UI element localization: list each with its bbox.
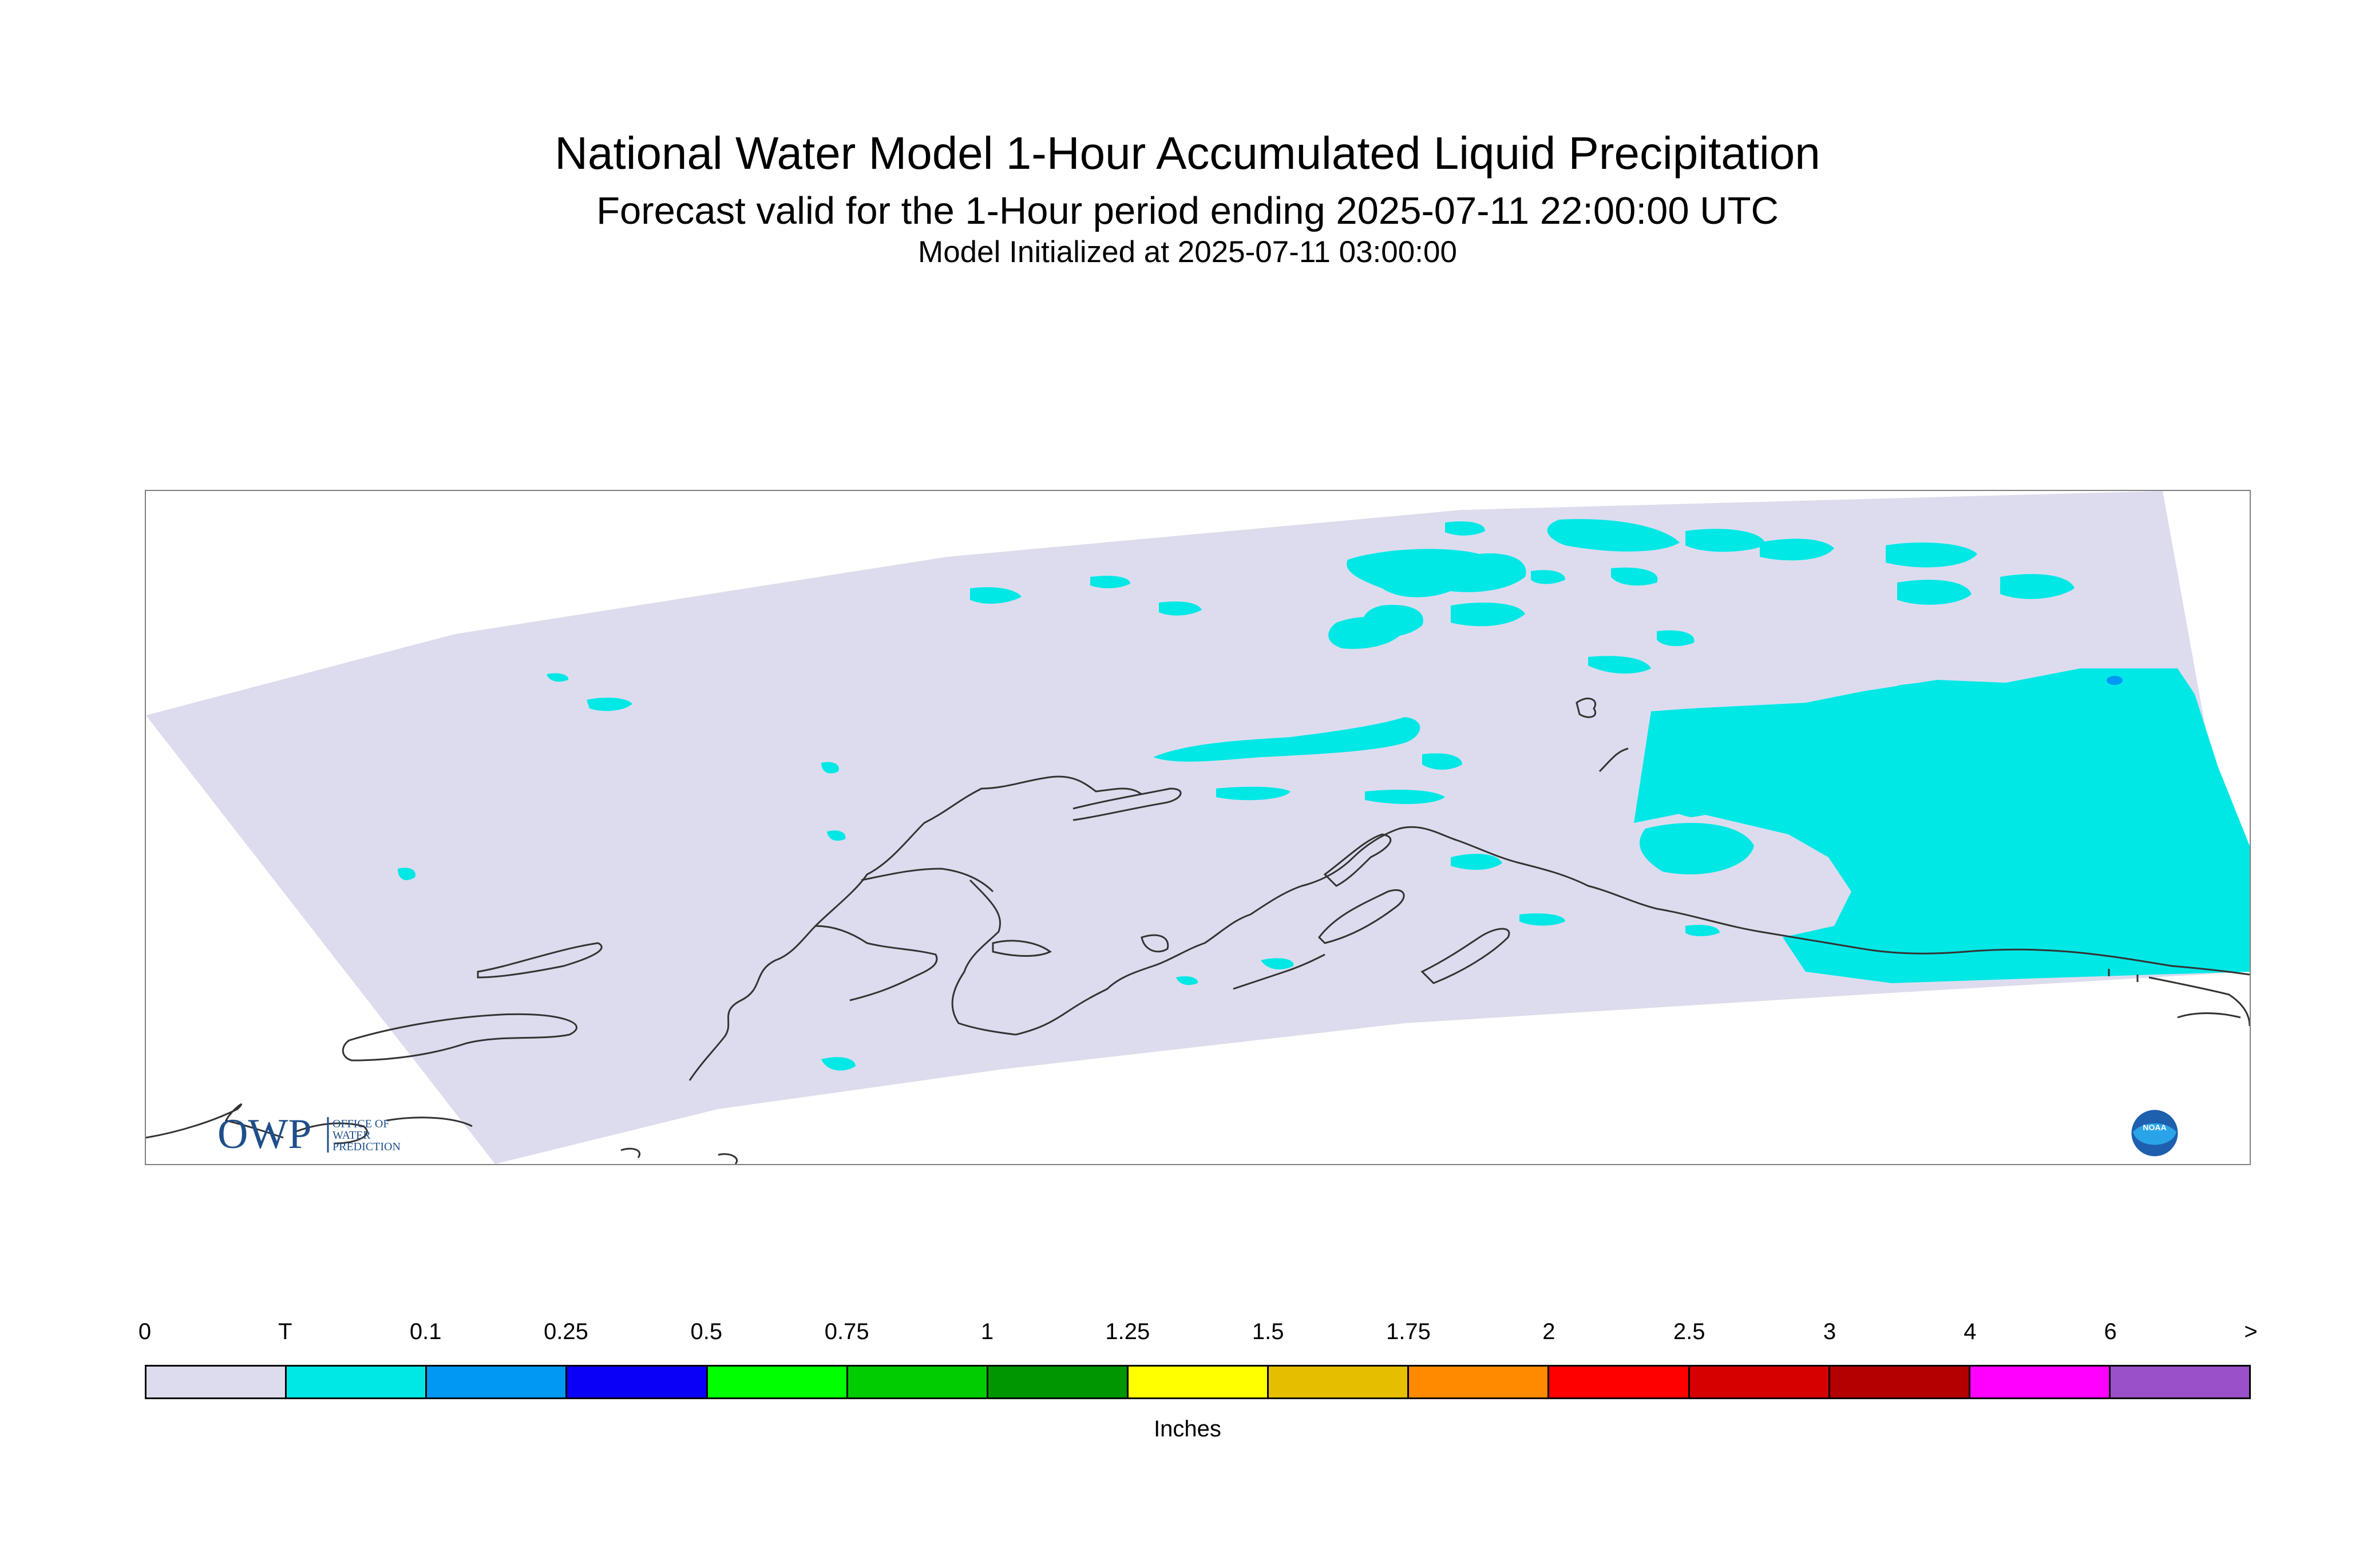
legend-swatch — [287, 1367, 428, 1397]
legend-tick-label: 2.5 — [1673, 1319, 1705, 1344]
legend-swatch — [147, 1367, 287, 1397]
precip-0-1-area — [2107, 676, 2123, 685]
map-panel: OWP OFFICE OF WATER PREDICTION NOAA — [145, 490, 2251, 1165]
owp-logo-line1: OFFICE OF — [332, 1118, 389, 1130]
legend-swatch — [1409, 1367, 1550, 1397]
legend-tick-label: 4 — [1964, 1319, 1977, 1344]
model-domain — [146, 491, 2250, 1164]
owp-logo-line3: PREDICTION — [332, 1141, 401, 1153]
legend-swatch — [2110, 1367, 2250, 1397]
precip-trace-areas — [398, 519, 2250, 1071]
legend-swatch — [567, 1367, 708, 1397]
legend-swatch — [1689, 1367, 1830, 1397]
forecast-valid-subtitle: Forecast valid for the 1-Hour period end… — [596, 189, 1779, 232]
legend-tick-label: 1 — [980, 1319, 994, 1344]
legend-tick-label: > — [2244, 1319, 2258, 1344]
map-title: National Water Model 1-Hour Accumulated … — [555, 128, 1820, 179]
legend-swatch — [1128, 1367, 1269, 1397]
noaa-logo: NOAA — [2129, 1108, 2180, 1158]
legend-tick-label: 2 — [1542, 1319, 1555, 1344]
legend-swatch — [707, 1367, 848, 1397]
legend-tick-label: 1.25 — [1105, 1319, 1150, 1344]
precipitation-map: OWP OFFICE OF WATER PREDICTION NOAA — [146, 491, 2250, 1164]
coastlines — [146, 698, 2250, 1164]
precipitation-legend: 0 T 0.1 0.25 0.5 0.75 1 1.25 1.5 1.75 2 2.5 3 4 6 > — [138, 1319, 2258, 1434]
legend-swatch — [1970, 1367, 2111, 1397]
legend-tick-label: 0.1 — [409, 1319, 442, 1344]
legend-tick-label: 6 — [2104, 1319, 2117, 1344]
legend-tick-label: 0.25 — [544, 1319, 588, 1344]
legend-swatch — [427, 1367, 568, 1397]
legend-swatch — [988, 1367, 1129, 1397]
owp-logo: OWP OFFICE OF WATER PREDICTION — [217, 1111, 401, 1158]
legend-swatch — [1269, 1367, 1410, 1397]
legend-tick-label: 3 — [1823, 1319, 1836, 1344]
legend-swatch — [1830, 1367, 1970, 1397]
model-initialized-line: Model Initialized at 2025-07-11 03:00:00 — [918, 235, 1457, 269]
legend-tick-label: 0.5 — [690, 1319, 723, 1344]
owp-logo-line2: WATER — [332, 1129, 371, 1142]
legend-tick-label: T — [278, 1319, 292, 1344]
legend-tick-label: 0.75 — [824, 1319, 869, 1344]
legend-swatch — [1549, 1367, 1690, 1397]
legend-units-label: Inches — [1154, 1416, 1221, 1442]
owp-logo-mark: OWP — [217, 1111, 311, 1158]
legend-tick-label: 0 — [138, 1319, 152, 1344]
noaa-logo-mark: NOAA — [2143, 1123, 2166, 1132]
legend-color-bar — [145, 1365, 2251, 1399]
legend-swatch — [848, 1367, 988, 1397]
legend-tick-label: 1.5 — [1252, 1319, 1284, 1344]
legend-tick-label: 1.75 — [1386, 1319, 1431, 1344]
